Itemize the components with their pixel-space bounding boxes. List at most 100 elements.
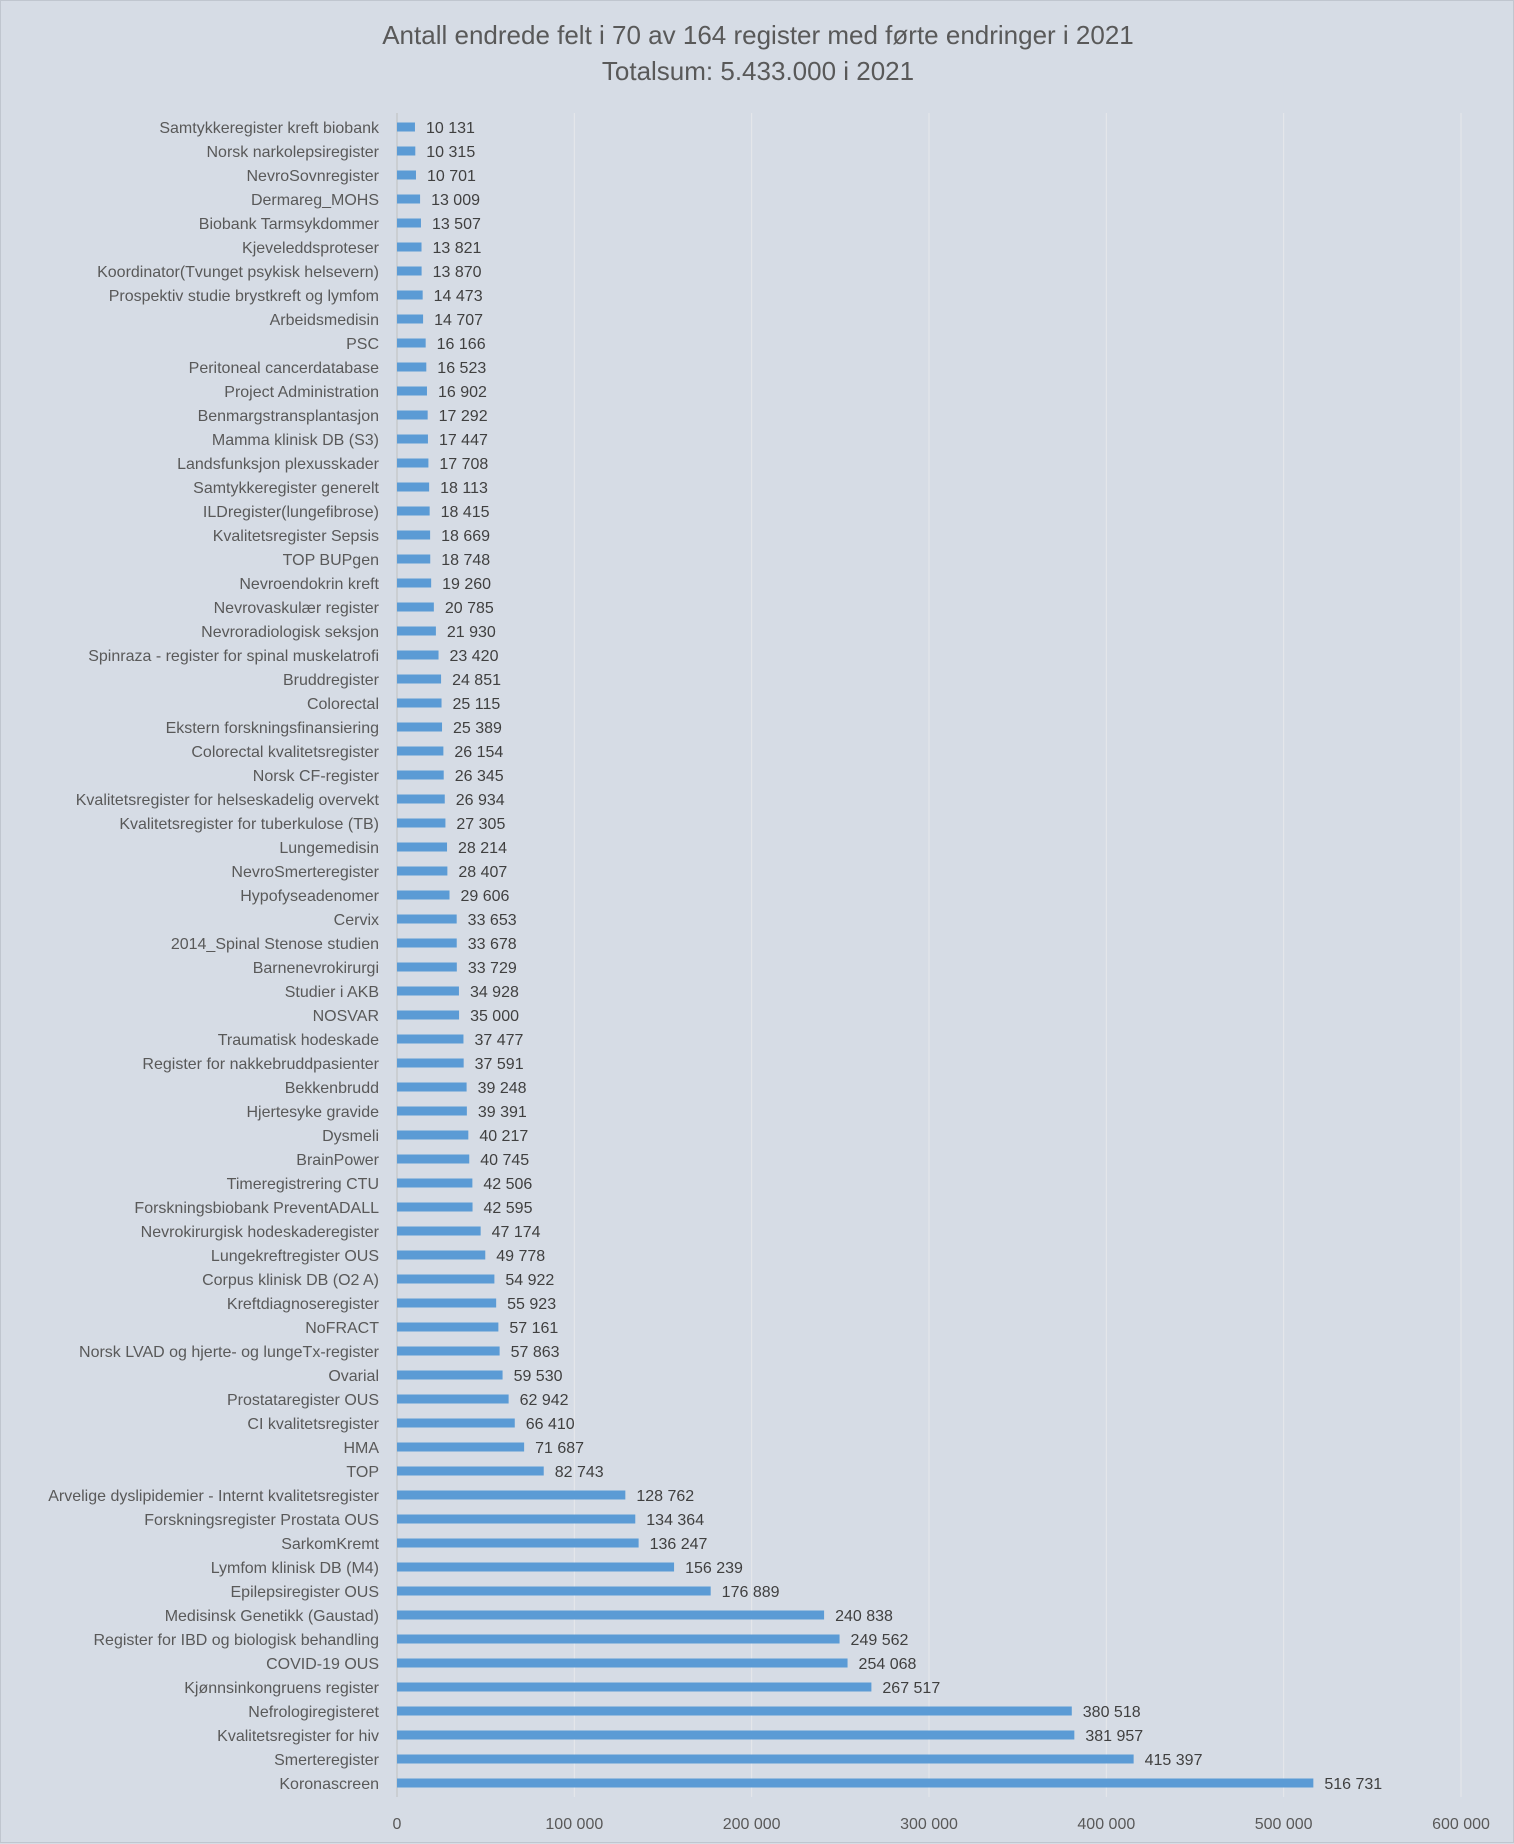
- category-label: NevroSovnregister: [247, 168, 380, 185]
- bar: [397, 554, 431, 564]
- bar: [397, 386, 427, 396]
- data-label: 26 345: [455, 768, 504, 785]
- data-label: 10 701: [427, 168, 476, 185]
- category-label: Kreftdiagnoseregister: [227, 1296, 380, 1313]
- bar: [397, 1754, 1134, 1764]
- category-label: ILDregister(lungefibrose): [203, 504, 379, 521]
- data-label: 10 315: [426, 144, 475, 161]
- data-label: 27 305: [456, 816, 505, 833]
- category-label: Hypofyseadenomer: [240, 888, 379, 905]
- bars: [397, 122, 1314, 1788]
- bar: [397, 1418, 515, 1428]
- data-label: 33 729: [468, 960, 517, 977]
- bar: [397, 530, 431, 540]
- x-tick-label: 100 000: [545, 1816, 603, 1833]
- bar: [397, 1154, 470, 1164]
- category-label: Nevrokirurgisk hodeskaderegister: [141, 1224, 380, 1241]
- category-label: Arbeidsmedisin: [270, 312, 379, 329]
- category-label: COVID-19 OUS: [266, 1656, 379, 1673]
- bar: [397, 146, 416, 156]
- bar: [397, 1706, 1072, 1716]
- bar: [397, 482, 430, 492]
- data-label: 128 762: [636, 1488, 694, 1505]
- data-label: 415 397: [1145, 1752, 1203, 1769]
- category-label: Hjertesyke gravide: [247, 1104, 380, 1121]
- category-label: Biobank Tarmsykdommer: [199, 216, 380, 233]
- bar: [397, 1106, 467, 1116]
- bar: [397, 506, 430, 516]
- data-label: 16 166: [437, 336, 486, 353]
- bar: [397, 866, 448, 876]
- data-label: 249 562: [851, 1632, 909, 1649]
- bar: [397, 1634, 840, 1644]
- data-label: 240 838: [835, 1608, 893, 1625]
- bar: [397, 1490, 626, 1500]
- data-label: 13 821: [433, 240, 482, 257]
- category-label: Arvelige dyslipidemier - Internt kvalite…: [48, 1488, 379, 1505]
- bar: [397, 242, 422, 252]
- category-label: Register for IBD og biologisk behandling: [94, 1632, 380, 1649]
- category-label: Kjønnsinkongruens register: [184, 1680, 379, 1697]
- bar: [397, 626, 436, 636]
- data-label: 42 506: [483, 1176, 532, 1193]
- data-label: 381 957: [1085, 1728, 1143, 1745]
- bar: [397, 362, 427, 372]
- category-label: Timeregistrering CTU: [227, 1176, 379, 1193]
- category-label: TOP BUPgen: [283, 552, 379, 569]
- data-label: 17 708: [439, 456, 488, 473]
- data-label: 18 113: [440, 480, 488, 497]
- data-label: 57 863: [511, 1344, 560, 1361]
- chart-subtitle: Totalsum: 5.433.000 i 2021: [602, 56, 914, 86]
- category-label: Samtykkeregister kreft biobank: [159, 120, 380, 137]
- x-axis-ticks: 0 100 000 200 000 300 000 400 000 500 000 600 …: [393, 1816, 1490, 1833]
- data-label: 19 260: [442, 576, 491, 593]
- data-label: 57 161: [509, 1320, 558, 1337]
- category-label: Lungekreftregister OUS: [211, 1248, 379, 1265]
- category-label: Nevroendokrin kreft: [239, 576, 379, 593]
- bar: [397, 1082, 467, 1092]
- category-label: Colorectal: [307, 696, 379, 713]
- bar: [397, 122, 415, 132]
- data-label: 267 517: [882, 1680, 940, 1697]
- data-label: 71 687: [535, 1440, 584, 1457]
- category-label: Corpus klinisk DB (O2 A): [202, 1272, 379, 1289]
- data-label: 18 669: [441, 528, 490, 545]
- bar: [397, 314, 424, 324]
- data-label: 18 415: [441, 504, 490, 521]
- data-label: 35 000: [470, 1008, 519, 1025]
- data-label: 25 389: [453, 720, 502, 737]
- bar: [397, 458, 429, 468]
- bar: [397, 1250, 486, 1260]
- category-label: PSC: [346, 336, 379, 353]
- data-label: 40 217: [479, 1128, 528, 1145]
- x-tick-label: 500 000: [1255, 1816, 1313, 1833]
- data-label: 18 748: [441, 552, 490, 569]
- category-label: Kvalitetsregister for hiv: [217, 1728, 379, 1745]
- bar: [397, 1274, 495, 1284]
- bar: [397, 1298, 497, 1308]
- category-label: Forskningsregister Prostata OUS: [144, 1512, 379, 1529]
- bar: [397, 674, 442, 684]
- data-label: 21 930: [447, 624, 496, 641]
- category-label: Colorectal kvalitetsregister: [191, 744, 379, 761]
- category-label: Cervix: [334, 912, 379, 929]
- data-label: 176 889: [722, 1584, 780, 1601]
- bar: [397, 746, 444, 756]
- data-label: 14 473: [434, 288, 483, 305]
- category-label: Lymfom klinisk DB (M4): [211, 1560, 379, 1577]
- data-label: 17 447: [439, 432, 488, 449]
- category-label: Koordinator(Tvunget psykisk helsevern): [97, 264, 379, 281]
- data-label: 33 653: [468, 912, 517, 929]
- category-label: Samtykkeregister generelt: [193, 480, 379, 497]
- x-tick-label: 200 000: [723, 1816, 781, 1833]
- data-label: 25 115: [453, 696, 501, 713]
- bar: [397, 938, 457, 948]
- bar: [397, 1058, 464, 1068]
- category-label: Forskningsbiobank PreventADALL: [134, 1200, 379, 1217]
- data-label: 33 678: [468, 936, 517, 953]
- data-label: 59 530: [514, 1368, 563, 1385]
- data-label: 23 420: [450, 648, 499, 665]
- x-tick-label: 400 000: [1077, 1816, 1135, 1833]
- bar: [397, 1322, 499, 1332]
